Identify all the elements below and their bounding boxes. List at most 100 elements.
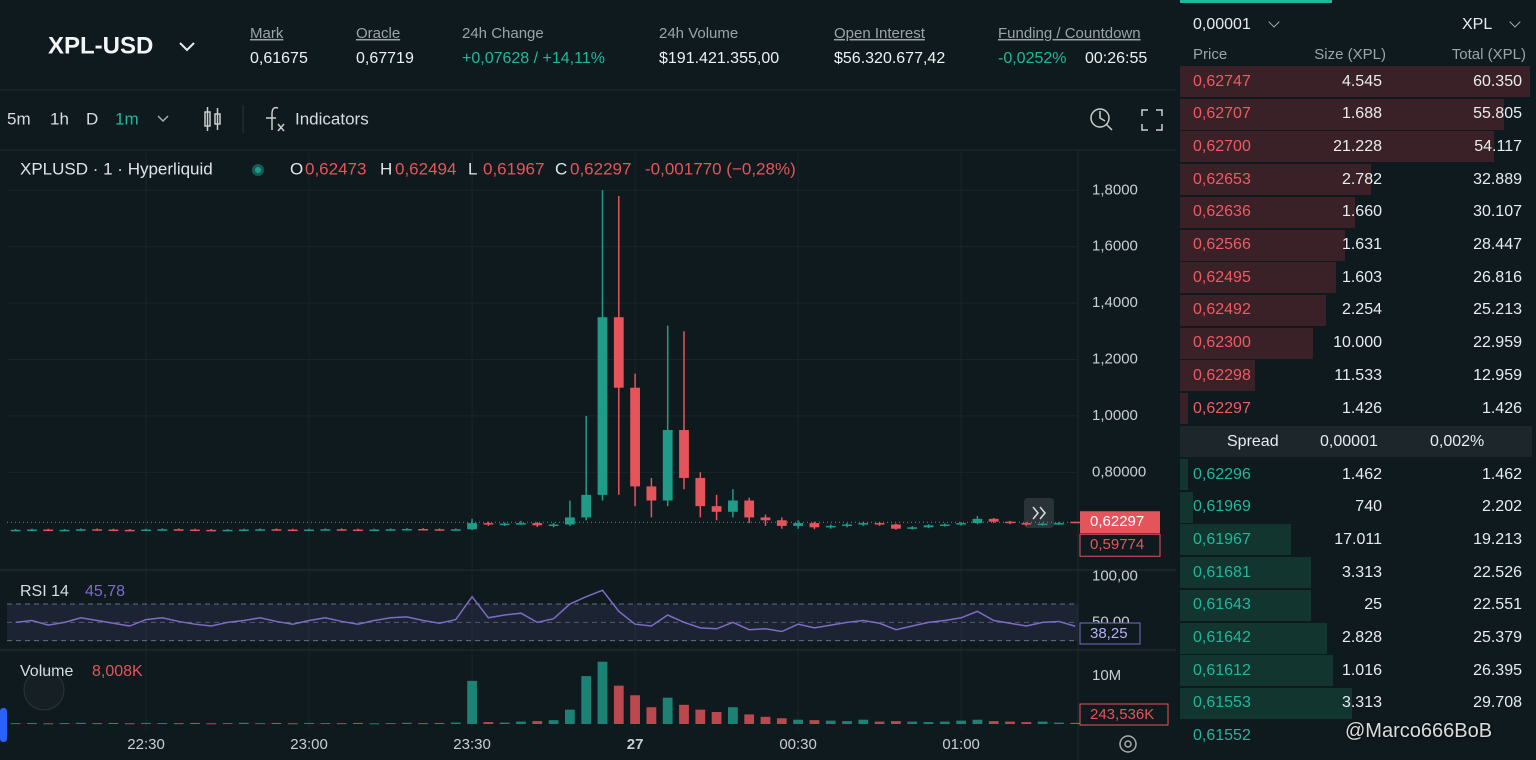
bid-row: 0,61643 25 22.551 bbox=[1180, 589, 1532, 621]
candle-body bbox=[27, 529, 37, 532]
volume-bar bbox=[287, 723, 298, 725]
volume-bar bbox=[434, 722, 445, 724]
column-header: Size (XPL) bbox=[1314, 46, 1386, 63]
candle-body bbox=[450, 529, 461, 531]
total: 19.213 bbox=[1473, 530, 1522, 548]
candle-body bbox=[255, 529, 266, 531]
volume-bar bbox=[695, 709, 706, 724]
dropdown-icon[interactable] bbox=[157, 115, 169, 123]
spread-percent: 0,002% bbox=[1430, 432, 1485, 450]
price: 0,61552 bbox=[1193, 727, 1251, 745]
rsi-tag bbox=[1079, 622, 1141, 645]
dropdown-icon bbox=[1509, 16, 1521, 28]
bid-row: 0,61969 740 2.202 bbox=[1180, 491, 1532, 523]
watermark: @Marco666BoB bbox=[1345, 720, 1493, 742]
price: 0,62747 bbox=[1193, 72, 1251, 90]
candle-body bbox=[336, 529, 347, 531]
volume-bar bbox=[369, 723, 380, 725]
volume-bar bbox=[679, 704, 689, 724]
candle-body bbox=[483, 523, 494, 525]
book-tab bbox=[1180, 0, 1332, 3]
depth-bar bbox=[1180, 524, 1292, 556]
volume-tag bbox=[1079, 703, 1169, 726]
volume-bar bbox=[825, 720, 836, 724]
candle-body bbox=[939, 524, 950, 526]
candle-body bbox=[809, 523, 820, 528]
volume-bar bbox=[450, 722, 461, 724]
ohlc-value: 0,62473 bbox=[305, 159, 366, 178]
candle-body bbox=[418, 528, 429, 531]
volume-bar bbox=[1037, 721, 1048, 724]
depth-bar bbox=[1180, 491, 1193, 523]
scroll-icon[interactable] bbox=[1032, 506, 1046, 520]
price: 0,61681 bbox=[1193, 563, 1251, 581]
ohlc-key: C bbox=[555, 159, 567, 178]
price: 0,62495 bbox=[1193, 268, 1251, 286]
rsi-line bbox=[15, 589, 1076, 633]
price: 0,62492 bbox=[1193, 301, 1251, 319]
fx-icon[interactable] bbox=[266, 106, 285, 132]
ohlc-value: 0,62494 bbox=[395, 159, 456, 178]
volume-bar bbox=[206, 723, 217, 725]
depth-bar bbox=[1180, 262, 1336, 294]
side-tab[interactable] bbox=[0, 708, 7, 742]
interval-button[interactable]: 1h bbox=[50, 109, 69, 128]
interval-button[interactable]: 5m bbox=[7, 109, 31, 128]
volume-bar bbox=[27, 722, 37, 724]
depth-bar bbox=[1180, 655, 1334, 687]
tick-size: 0,00001 bbox=[1193, 16, 1251, 33]
size: 21.228 bbox=[1333, 137, 1382, 155]
candle-body bbox=[1005, 521, 1015, 524]
depth-bar bbox=[1180, 164, 1371, 196]
volume-bar bbox=[956, 720, 967, 724]
candle-body bbox=[728, 500, 738, 512]
size: 2.828 bbox=[1341, 629, 1382, 646]
y-tick-label: 1,6000 bbox=[1092, 238, 1138, 255]
price: 0,62700 bbox=[1193, 137, 1251, 155]
candle-body bbox=[793, 523, 803, 526]
volume-bar bbox=[793, 719, 803, 724]
volume-bar bbox=[271, 722, 282, 724]
volume-bar bbox=[744, 714, 755, 724]
ask-row: 0,62747 4.545 60.350 bbox=[1180, 66, 1532, 97]
bid-row: 0,62296 1.462 1.462 bbox=[1180, 459, 1532, 490]
candle-body bbox=[744, 500, 755, 518]
interval-button[interactable]: 1m bbox=[115, 109, 139, 128]
fullscreen-icon[interactable] bbox=[1141, 109, 1163, 131]
rsi-tick-label: 100,00 bbox=[1092, 568, 1138, 585]
volume-bar bbox=[385, 723, 396, 725]
volume-bar bbox=[255, 723, 266, 725]
total: 26.395 bbox=[1473, 661, 1522, 679]
replay-icon[interactable] bbox=[1090, 108, 1113, 131]
stat-label: Funding / Countdown bbox=[998, 25, 1141, 42]
candle-body bbox=[173, 529, 184, 531]
volume-bar bbox=[988, 721, 999, 724]
rsi-value: 45,78 bbox=[85, 583, 125, 600]
volume-bar bbox=[108, 722, 119, 724]
candle-body bbox=[695, 477, 706, 507]
stat-value: 0,67719 bbox=[356, 50, 414, 67]
price: 0,61642 bbox=[1193, 629, 1251, 646]
volume-bar bbox=[418, 723, 429, 725]
ask-row: 0,62298 11.533 12.959 bbox=[1180, 360, 1532, 392]
volume-bar bbox=[907, 721, 918, 724]
bid-row: 0,61612 1.016 26.395 bbox=[1180, 655, 1532, 687]
volume-bar bbox=[222, 723, 233, 725]
interval-button[interactable]: D bbox=[86, 109, 98, 128]
chart-area: XPL-USD Mark 0,61675 Oracle 0,67719 24h Chang… bbox=[0, 24, 1176, 760]
price: 0,61553 bbox=[1193, 694, 1251, 712]
price: 0,61612 bbox=[1193, 661, 1251, 679]
stat-label: 24h Change bbox=[462, 25, 544, 42]
settings-icon[interactable] bbox=[1119, 735, 1137, 753]
dropdown-icon[interactable] bbox=[179, 42, 195, 52]
y-tick-label: 1,4000 bbox=[1092, 294, 1138, 311]
candle-body bbox=[858, 523, 869, 525]
volume-value: 8,008K bbox=[92, 663, 143, 680]
size: 740 bbox=[1355, 498, 1382, 516]
candle-body bbox=[956, 523, 967, 525]
volume-bar bbox=[891, 721, 901, 724]
size: 1.688 bbox=[1341, 105, 1382, 123]
scroll-button[interactable] bbox=[1024, 498, 1054, 528]
indicators-button[interactable]: Indicators bbox=[295, 109, 369, 128]
candle-icon[interactable] bbox=[204, 107, 221, 131]
